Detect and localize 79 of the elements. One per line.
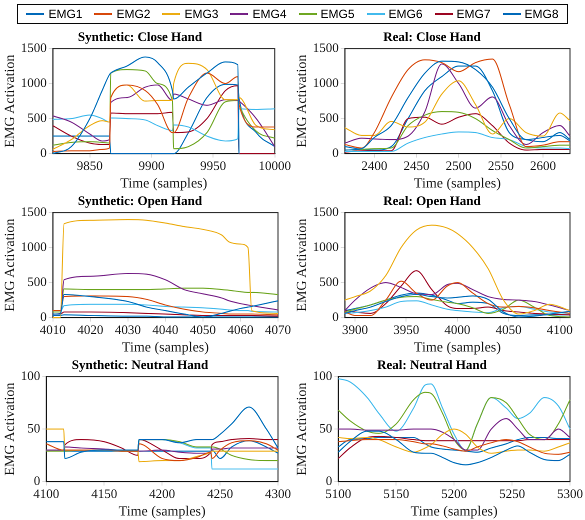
y-axis-title: EMG Activation [295, 54, 310, 148]
x-tick-label: 4050 [496, 322, 522, 337]
y-tick-label: 0 [40, 145, 47, 160]
y-tick-label: 0 [332, 309, 339, 324]
chart-title: Real: Open Hand [383, 193, 482, 208]
y-axis-title: EMG Activation [295, 382, 310, 476]
legend-label: EMG5 [320, 7, 355, 21]
legend-label: EMG4 [252, 7, 286, 21]
x-tick-label: 5250 [499, 486, 526, 501]
x-tick-label: 2400 [361, 158, 388, 173]
x-tick-label: 9900 [138, 158, 164, 173]
x-tick-label: 9950 [200, 158, 226, 173]
y-tick-label: 1000 [312, 239, 339, 254]
y-tick-label: 100 [20, 368, 40, 384]
chart-title: Synthetic: Neutral Hand [72, 357, 210, 372]
x-tick-label: 2500 [446, 158, 472, 173]
y-tick-label: 0 [326, 473, 332, 488]
chart-title: Synthetic: Open Hand [78, 193, 203, 208]
legend-label: EMG3 [184, 7, 218, 21]
y-tick-label: 1500 [312, 204, 339, 220]
x-tick-label: 2600 [530, 158, 556, 173]
x-axis-title: Time (samples) [414, 176, 502, 192]
x-tick-label: 5150 [383, 486, 410, 501]
x-tick-label: 4010 [40, 322, 66, 337]
y-tick-label: 50 [319, 420, 332, 436]
y-tick-label: 0 [40, 309, 47, 324]
y-tick-label: 500 [27, 110, 47, 126]
x-tick-label: 4300 [265, 486, 291, 501]
y-axis-title: EMG Activation [295, 218, 310, 312]
x-tick-label: 5300 [557, 486, 583, 501]
y-axis-title: EMG Activation [3, 218, 18, 312]
y-tick-label: 1500 [20, 204, 47, 220]
y-tick-label: 500 [27, 274, 47, 290]
x-tick-label: 4030 [114, 322, 141, 337]
x-tick-label: 4250 [207, 486, 234, 501]
x-tick-label: 2550 [488, 158, 514, 173]
x-axis-title: Time (samples) [118, 504, 206, 520]
chart-title: Real: Neutral Hand [377, 357, 488, 372]
chart-title: Synthetic: Close Hand [78, 29, 203, 44]
x-tick-label: 4100 [546, 322, 573, 337]
x-axis-title: Time (samples) [120, 176, 208, 192]
x-tick-label: 4200 [149, 486, 176, 501]
y-tick-label: 50 [27, 420, 40, 436]
y-tick-label: 1500 [20, 40, 47, 56]
y-tick-label: 500 [319, 274, 339, 290]
y-tick-label: 500 [319, 110, 339, 126]
x-tick-label: 4060 [227, 322, 254, 337]
legend-label: EMG8 [524, 7, 559, 21]
x-tick-label: 3900 [342, 322, 368, 337]
y-tick-label: 1000 [20, 75, 47, 90]
x-axis-title: Time (samples) [410, 504, 498, 520]
y-tick-label: 1000 [20, 239, 47, 254]
chart-title: Real: Close Hand [383, 29, 482, 44]
y-tick-label: 100 [312, 368, 332, 384]
y-axis-title: EMG Activation [3, 382, 18, 476]
x-tick-label: 4150 [91, 486, 118, 501]
legend-label: EMG7 [456, 7, 491, 21]
y-tick-label: 0 [34, 473, 40, 488]
x-axis-title: Time (samples) [414, 340, 502, 356]
x-tick-label: 9850 [76, 158, 103, 173]
x-tick-label: 5100 [325, 486, 352, 501]
x-tick-label: 4100 [33, 486, 60, 501]
x-tick-label: 10000 [258, 158, 291, 173]
legend-label: EMG1 [48, 7, 82, 21]
x-tick-label: 2450 [403, 158, 430, 173]
y-axis-title: EMG Activation [3, 54, 18, 148]
y-tick-label: 1000 [312, 75, 339, 90]
x-axis-title: Time (samples) [122, 340, 210, 356]
y-tick-label: 0 [332, 145, 339, 160]
legend-label: EMG2 [116, 7, 150, 21]
x-tick-label: 4020 [77, 322, 104, 337]
x-tick-label: 4050 [190, 322, 216, 337]
legend-label: EMG6 [388, 7, 423, 21]
x-tick-label: 4000 [444, 322, 470, 337]
y-tick-label: 1500 [312, 40, 339, 56]
x-tick-label: 4070 [265, 322, 291, 337]
x-tick-label: 4040 [152, 322, 178, 337]
x-tick-label: 5200 [441, 486, 468, 501]
x-tick-label: 3950 [393, 322, 420, 337]
